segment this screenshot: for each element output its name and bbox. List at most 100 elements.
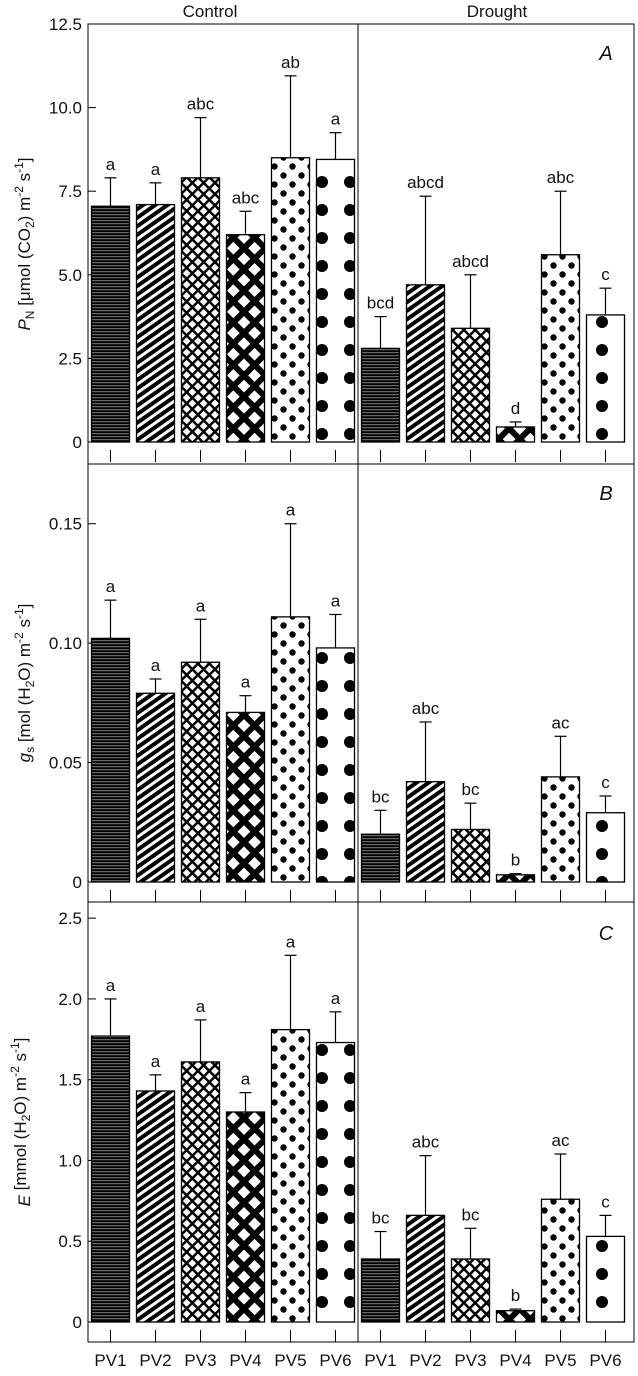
panel-a-letter: A: [598, 43, 612, 65]
significance-label: a: [106, 577, 116, 596]
y-tick-label: 5.0: [58, 266, 82, 285]
significance-label: b: [511, 1286, 520, 1305]
bar-drought-pv2: [405, 284, 446, 443]
y-tick-label: 0.10: [49, 634, 82, 653]
x-category-label: PV4: [229, 1351, 261, 1370]
significance-label: d: [511, 399, 520, 418]
bar-control-pv2: [135, 692, 176, 883]
significance-label: b: [511, 851, 520, 870]
x-category-label: PV1: [364, 1351, 396, 1370]
x-category-label: PV4: [499, 1351, 531, 1370]
y-tick-label: 7.5: [58, 182, 82, 201]
panel-b: B gs [mol (H2O) m-2 s-1] 0 0.05 0.10 0.15 a a…: [12, 463, 635, 903]
significance-label: abc: [232, 188, 260, 207]
x-category-label: PV3: [184, 1351, 216, 1370]
x-category-label: PV1: [94, 1351, 126, 1370]
bar-control-pv5: [270, 616, 311, 883]
y-tick-label: 0.15: [49, 515, 82, 534]
x-category-label: PV6: [319, 1351, 351, 1370]
panel-c-ylabel: E [mmol (H2O) m-2 s-1]: [8, 1038, 34, 1207]
bar-control-pv6: [315, 158, 356, 443]
significance-label: a: [151, 1052, 161, 1071]
significance-label: a: [286, 932, 296, 951]
significance-label: a: [331, 110, 341, 129]
x-category-label: PV5: [544, 1351, 576, 1370]
bar-drought-pv3: [450, 828, 491, 883]
y-tick-label: 1.0: [58, 1151, 82, 1170]
y-tick-label: 1.5: [58, 1071, 82, 1090]
significance-label: a: [331, 591, 341, 610]
bar-control-pv1: [90, 1035, 131, 1323]
significance-label: a: [196, 997, 206, 1016]
y-tick-label: 12.5: [49, 15, 82, 34]
panel-a-marks: 02.55.07.510.012.5a aabcabcababcdabcdabcd…: [49, 15, 626, 462]
significance-label: bc: [462, 780, 480, 799]
y-tick-label: 2.0: [58, 990, 82, 1009]
significance-label: bc: [372, 1209, 390, 1228]
bar-drought-pv1: [360, 1258, 401, 1323]
bar-drought-pv6: [585, 314, 626, 443]
panel-c: C E [mmol (H2O) m-2 s-1] 0 0.5 1.0 1.5 2.0 2.…: [8, 901, 635, 1343]
bar-drought-pv2: [405, 1214, 446, 1323]
x-category-label: PV2: [409, 1351, 441, 1370]
significance-label: c: [601, 1192, 610, 1211]
bar-control-pv2: [135, 203, 176, 443]
y-tick-label: 0: [73, 1313, 82, 1332]
significance-label: c: [601, 773, 610, 792]
panel-c-letter: C: [599, 923, 614, 945]
bar-control-pv2: [135, 1090, 176, 1323]
significance-label: a: [106, 976, 116, 995]
significance-label: c: [601, 265, 610, 284]
x-category-label: PV6: [589, 1351, 621, 1370]
panel-a-ylabel: PN [μmol (CO2) m-2 s-1]: [12, 157, 37, 330]
significance-label: a: [151, 160, 161, 179]
group-header-drought: Drought: [467, 2, 528, 21]
significance-label: abc: [412, 699, 440, 718]
bar-drought-pv6: [585, 1235, 626, 1323]
bar-drought-pv4: [495, 1310, 536, 1323]
panel-b-ylabel: gs [mol (H2O) m-2 s-1]: [12, 604, 37, 763]
bar-drought-pv1: [360, 347, 401, 443]
bar-control-pv1: [90, 637, 131, 883]
bar-drought-pv2: [405, 781, 446, 883]
bar-control-pv6: [315, 647, 356, 883]
bar-control-pv5: [270, 157, 311, 443]
bar-drought-pv4: [495, 426, 536, 443]
significance-label: a: [151, 656, 161, 675]
bar-drought-pv4: [495, 874, 536, 883]
bar-control-pv3: [180, 661, 221, 883]
significance-label: bc: [372, 787, 390, 806]
panel-b-letter: B: [599, 483, 612, 505]
bar-drought-pv5: [540, 776, 581, 883]
bar-control-pv1: [90, 205, 131, 443]
bar-drought-pv5: [540, 1198, 581, 1323]
significance-label: ab: [281, 53, 300, 72]
significance-label: abc: [547, 168, 575, 187]
y-tick-label: 0: [73, 873, 82, 892]
y-tick-label: 0.05: [49, 754, 82, 773]
significance-label: abcd: [407, 173, 444, 192]
y-tick-label: 2.5: [58, 349, 82, 368]
y-tick-label: 10.0: [49, 99, 82, 118]
group-header-control: Control: [183, 2, 238, 21]
significance-label: a: [106, 155, 116, 174]
bar-drought-pv3: [450, 327, 491, 443]
x-category-label: PV3: [454, 1351, 486, 1370]
x-category-labels: PV1 PV2 PV3 PV4 PV5 PV6 PV1 PV2 PV3 PV4 PV5 PV6: [94, 1351, 621, 1370]
significance-label: a: [241, 673, 251, 692]
significance-label: a: [241, 1070, 251, 1089]
x-category-label: PV5: [274, 1351, 306, 1370]
bar-control-pv3: [180, 1061, 221, 1323]
y-tick-label: 2.5: [58, 909, 82, 928]
y-tick-label: 0: [73, 433, 82, 452]
significance-label: bc: [462, 1205, 480, 1224]
significance-label: abc: [187, 95, 215, 114]
panel-a: A PN [μmol (CO2) m-2 s-1] 0 2.5 5.0 7.5 10.0…: [12, 15, 635, 465]
x-category-label: PV2: [139, 1351, 171, 1370]
bar-control-pv5: [270, 1028, 311, 1323]
panel-c-frame: [87, 901, 635, 1343]
bar-control-pv3: [180, 177, 221, 443]
